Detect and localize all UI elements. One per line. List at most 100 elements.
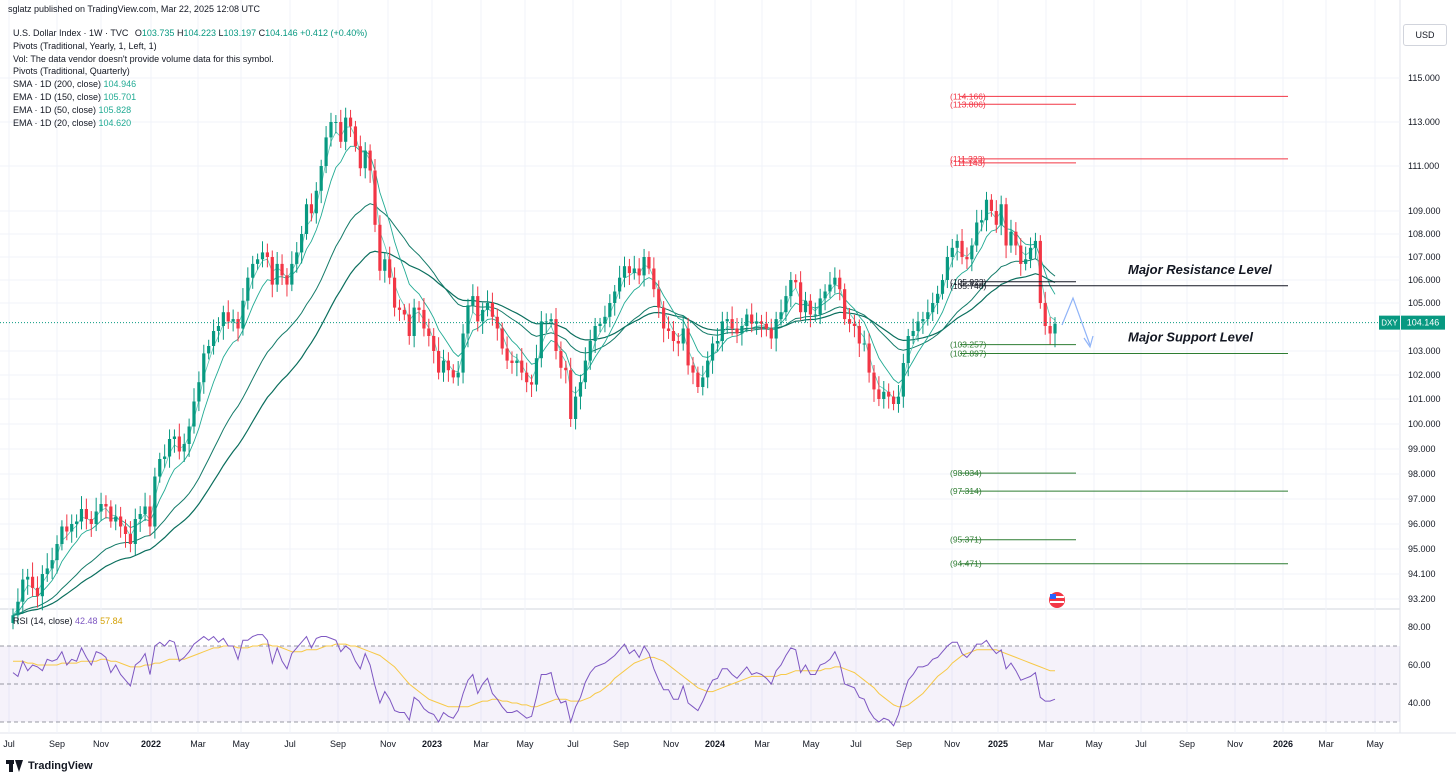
candle (84, 498, 88, 530)
candle-body (637, 268, 641, 276)
tradingview-footer[interactable]: TradingView (6, 760, 93, 772)
legend-panel: U.S. Dollar Index · 1W · TVC O103.735 H1… (13, 27, 367, 129)
candle (119, 506, 123, 538)
candle-body (1014, 231, 1018, 246)
indicator-ema-150[interactable]: EMA · 1D (150, close) 105.701 (13, 91, 367, 104)
candle-body (887, 391, 891, 397)
candle-body (45, 568, 49, 574)
candle (104, 495, 108, 519)
candle (671, 321, 676, 352)
candle (432, 328, 436, 364)
month-tick-label: Jul (284, 739, 296, 749)
month-tick-label: Sep (613, 739, 629, 749)
indicator-ema-50[interactable]: EMA · 1D (50, close) 105.828 (13, 104, 367, 117)
price-tick-label: 115.000 (1408, 73, 1440, 83)
candle-body (295, 252, 299, 264)
candle-body (525, 372, 529, 383)
candle-body (671, 331, 676, 341)
pivot-level-label: (98.034) (950, 468, 982, 478)
candle-body (437, 351, 441, 373)
candle-body (114, 516, 118, 522)
candle-body (119, 516, 123, 527)
candle (852, 314, 857, 338)
candle-body (666, 328, 671, 331)
month-tick-label: Jul (1135, 739, 1147, 749)
candle-body (407, 314, 411, 336)
candle-body (911, 331, 915, 336)
currency-button[interactable]: USD (1403, 24, 1447, 46)
candle-body (520, 360, 524, 373)
pivot-level-label: (95.371) (950, 535, 982, 545)
candle (16, 588, 20, 625)
ema-20-line (12, 126, 1056, 616)
candle (573, 386, 578, 430)
candle-body (172, 436, 177, 439)
candle (945, 245, 949, 289)
candle-body (588, 341, 592, 361)
candle-body (857, 326, 861, 344)
candle (40, 565, 44, 611)
candle (544, 313, 548, 334)
candle-body (1028, 247, 1033, 260)
candle-body (485, 303, 490, 310)
month-tick-label: Sep (330, 739, 346, 749)
candle (177, 423, 181, 460)
candle-body (221, 312, 225, 326)
candle (593, 317, 597, 353)
candle (891, 390, 896, 411)
candle-body (1043, 303, 1047, 326)
candle-body (432, 336, 436, 351)
rsi-ma-value: 57.84 (100, 616, 123, 626)
indicator-ema-20[interactable]: EMA · 1D (20, close) 104.620 (13, 117, 367, 130)
candle-body (236, 319, 240, 329)
candle (285, 268, 289, 297)
candle (583, 347, 587, 389)
candle-body (334, 122, 338, 123)
indicator-pivots-yearly[interactable]: Pivots (Traditional, Yearly, 1, Left, 1) (13, 40, 157, 51)
candle (133, 508, 137, 556)
candle-body (559, 351, 563, 368)
candle-body (339, 122, 343, 142)
rsi-value: 42.48 (75, 616, 100, 626)
candle-body (231, 319, 235, 322)
symbol-ohlc-line[interactable]: U.S. Dollar Index · 1W · TVC O103.735 H1… (13, 27, 367, 40)
brand-name: TradingView (28, 760, 93, 772)
candle-body (1024, 259, 1028, 264)
candle-body (975, 222, 979, 246)
candle (764, 311, 768, 337)
candle-body (79, 509, 84, 522)
candle (231, 309, 235, 332)
indicator-pivots-quarterly[interactable]: Pivots (Traditional, Quarterly) (13, 66, 130, 77)
candle (569, 357, 573, 427)
pivot-level-label: (102.897) (950, 348, 987, 358)
indicator-sma-200[interactable]: SMA · 1D (200, close) 104.946 (13, 78, 367, 91)
candle (143, 492, 147, 522)
candle (598, 317, 602, 333)
candle-body (275, 263, 279, 285)
candle-body (686, 328, 690, 366)
flag-stripe (1050, 596, 1064, 598)
candle (647, 251, 651, 275)
rsi-tick-label: 80.00 (1408, 622, 1431, 632)
symbol-title: U.S. Dollar Index · 1W · TVC (13, 28, 129, 38)
candle (965, 247, 969, 269)
candle (388, 246, 392, 285)
candle (984, 191, 989, 232)
candle-body (1048, 326, 1052, 334)
candle (539, 311, 543, 368)
indicator-volume[interactable]: Vol: The data vendor doesn't provide vol… (13, 53, 274, 64)
candle (789, 271, 793, 308)
candle-body (999, 204, 1003, 225)
ma-value: 104.620 (98, 117, 132, 128)
candle-body (569, 370, 573, 419)
candle (114, 504, 118, 531)
candle-body (490, 303, 495, 317)
candle (138, 506, 142, 532)
candle (578, 374, 583, 410)
candle (251, 255, 255, 289)
year-tick-label: 2024 (705, 739, 725, 749)
candle-body (378, 224, 382, 271)
candle (999, 195, 1003, 236)
